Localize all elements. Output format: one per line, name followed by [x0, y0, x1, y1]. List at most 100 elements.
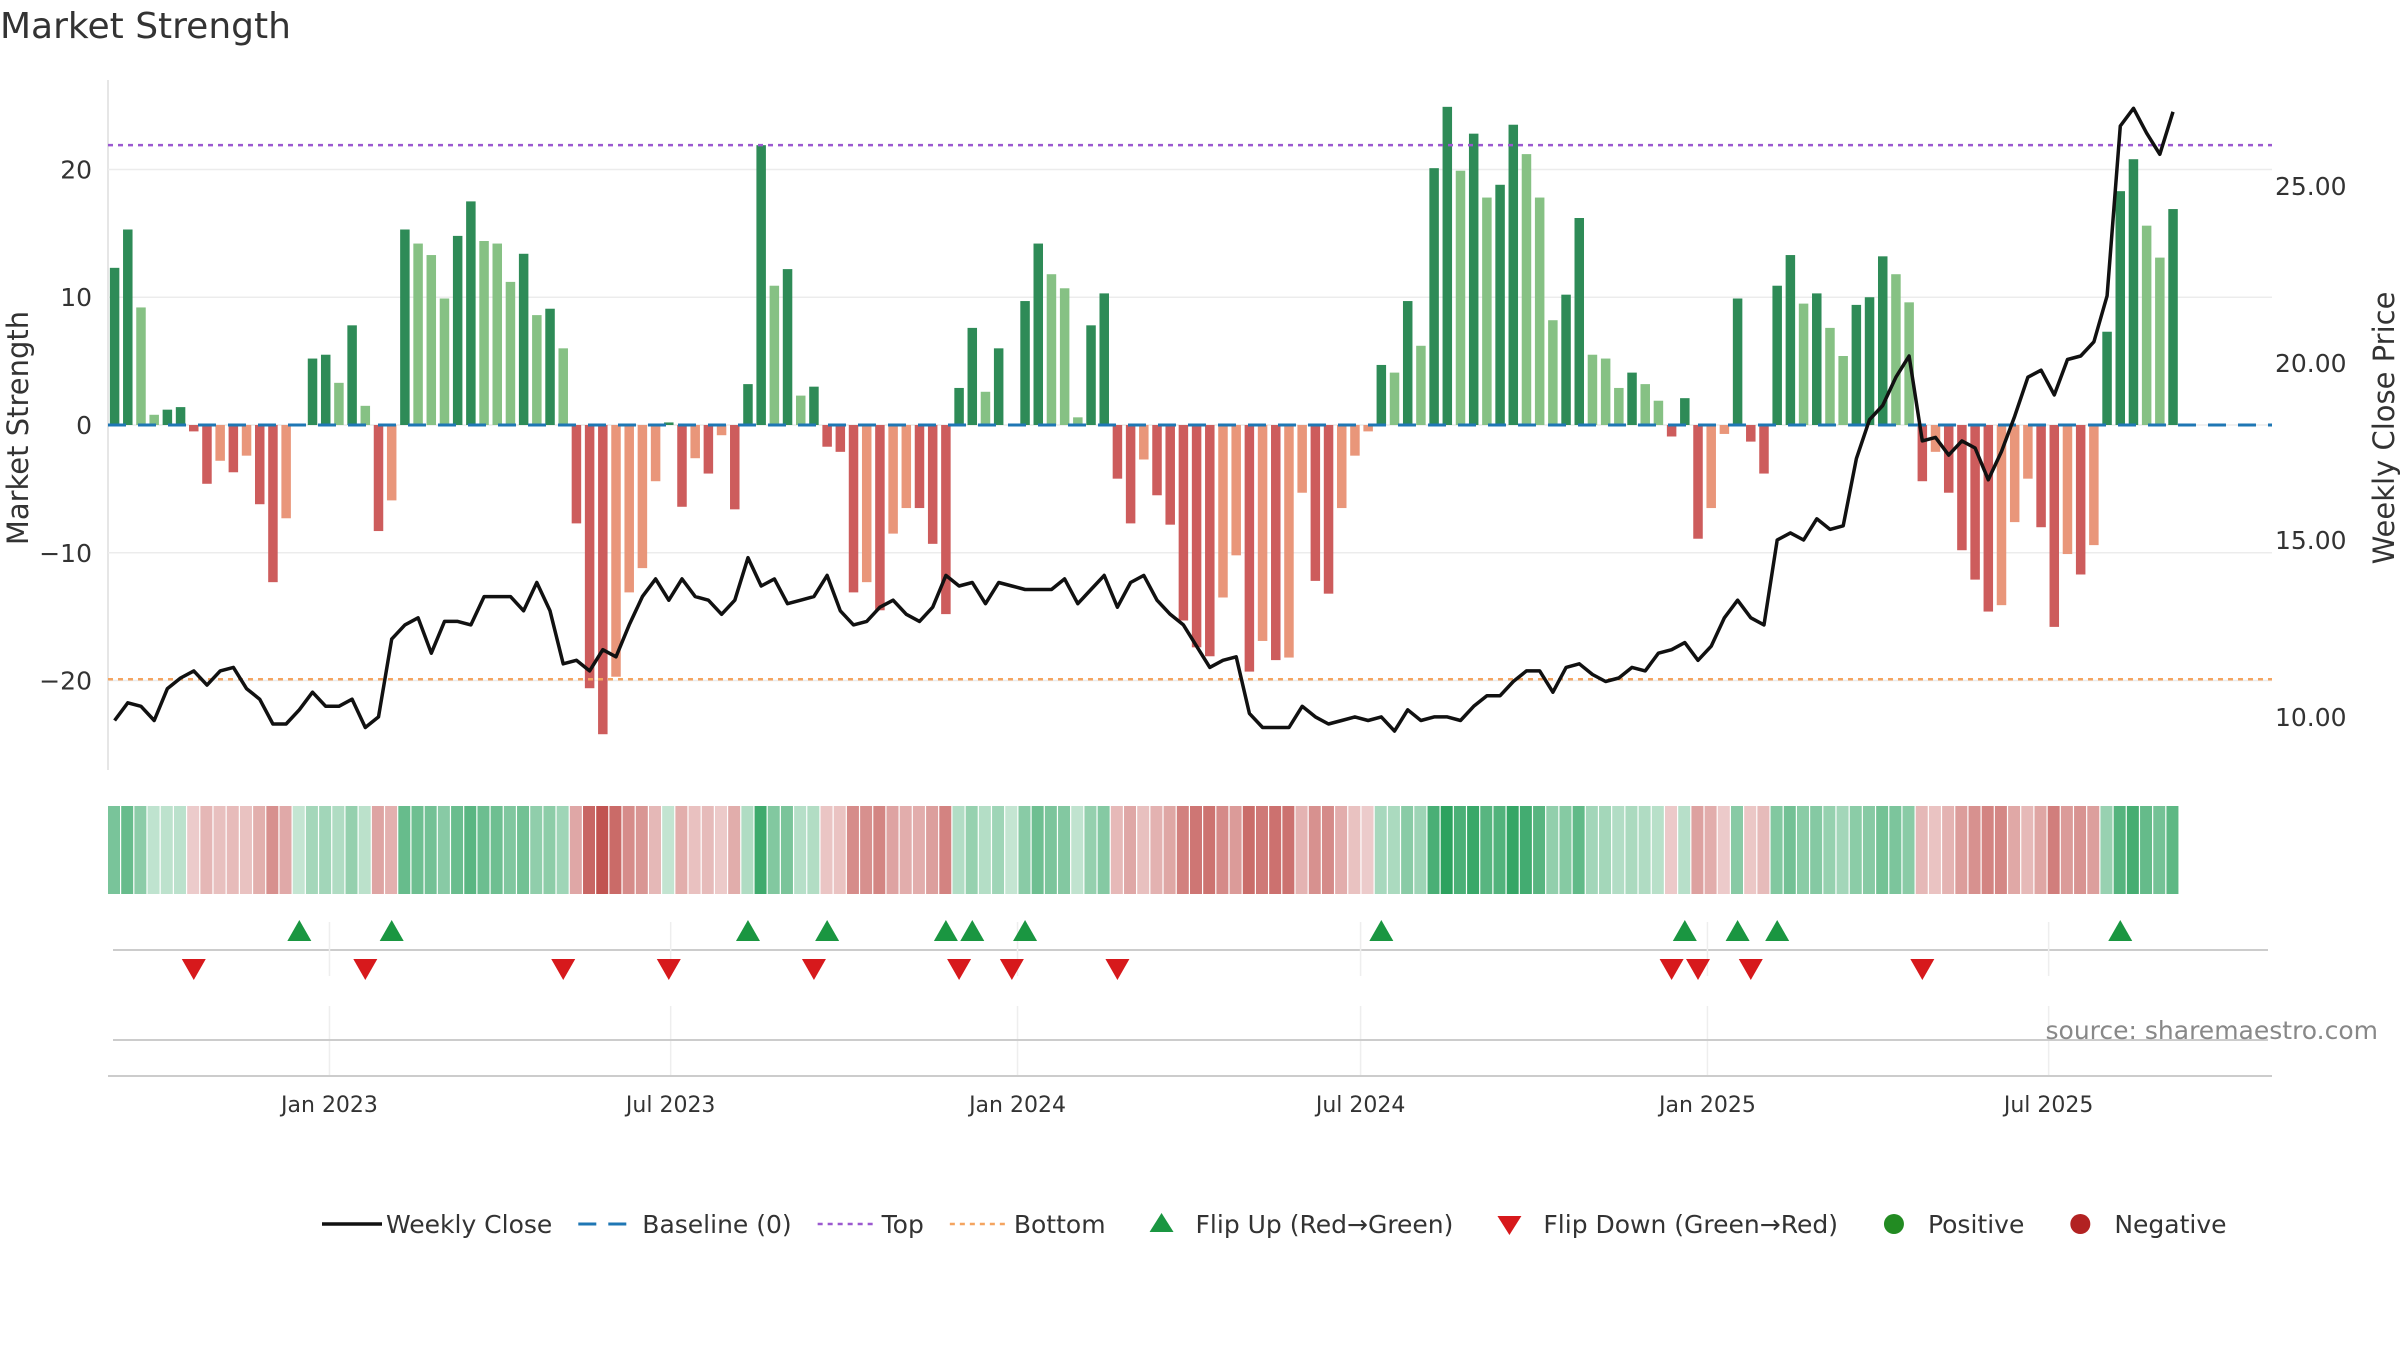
strip-cell — [1097, 806, 1110, 894]
strength-bar — [1020, 301, 1030, 425]
strip-cell — [1915, 806, 1928, 894]
strip-cell — [1902, 806, 1915, 894]
strength-bar — [532, 315, 542, 425]
strip-cell — [1427, 806, 1440, 894]
legend-label: Positive — [1928, 1210, 2024, 1239]
strip-cell — [860, 806, 873, 894]
flip-up-marker — [379, 920, 404, 941]
strength-bar — [2168, 209, 2178, 425]
strip-cell — [978, 806, 991, 894]
strength-bar — [1073, 417, 1083, 425]
strip-cell — [714, 806, 727, 894]
strength-bar — [637, 425, 648, 569]
strip-cell — [886, 806, 899, 894]
strip-cell — [1546, 806, 1559, 894]
flip-down-marker — [1738, 959, 1763, 980]
flip-up-marker — [2108, 920, 2133, 941]
strip-cell — [1691, 806, 1704, 894]
strip-cell — [1110, 806, 1123, 894]
strength-bar — [505, 281, 516, 425]
strip-cell — [543, 806, 556, 894]
flip-down-marker — [1686, 959, 1711, 980]
strength-bar — [545, 308, 555, 425]
strip-cell — [1190, 806, 1202, 894]
weekly-close-line — [113, 106, 2175, 733]
y2-tick-label: 10.00 — [2275, 703, 2347, 732]
strip-cell — [2074, 806, 2087, 894]
strength-bar — [1482, 197, 1492, 425]
strength-bar — [795, 395, 806, 425]
strip-cell — [1321, 806, 1334, 894]
strength-bar — [175, 407, 186, 425]
strip-cell — [649, 806, 661, 894]
strip-cell — [2100, 806, 2113, 894]
strip-cell — [160, 806, 173, 894]
strip-cell — [1876, 806, 1889, 894]
strength-bar — [1165, 425, 1175, 525]
strength-bar — [1152, 425, 1162, 496]
flip-down-marker — [801, 959, 826, 980]
strip-cell — [517, 806, 530, 894]
flip-down-marker — [181, 959, 206, 980]
strength-bar — [624, 425, 634, 593]
strength-bar — [1891, 274, 1901, 425]
strip-cell — [1361, 806, 1374, 894]
strip-cell — [477, 806, 490, 894]
strength-bar — [452, 235, 463, 425]
strip-cell — [319, 806, 332, 894]
strength-bar — [360, 405, 371, 425]
strength-bar — [228, 425, 239, 473]
flip-up-marker — [1369, 920, 1394, 941]
strip-cell — [411, 806, 424, 894]
strength-bar — [1970, 425, 1980, 580]
flip-down-marker — [551, 959, 576, 980]
strength-bar — [782, 269, 793, 425]
strip-cell — [1968, 806, 1981, 894]
strip-cell — [1493, 806, 1506, 894]
strip-cell — [1203, 806, 1216, 894]
flip-up-marker — [1013, 920, 1038, 941]
x-axis-ticks: Jan 2023 Jul 2023 Jan 2024 Jul 2024 Jan 2025… — [279, 1093, 2093, 1118]
strength-bar — [2102, 331, 2112, 425]
strip-cell — [1612, 806, 1625, 894]
strength-bar — [1059, 288, 1070, 425]
strength-bar — [320, 354, 331, 425]
strength-bar — [1350, 425, 1360, 456]
flip-down-marker — [947, 959, 972, 980]
main-plot-area: −20 −10 0 10 20 10.00 15.00 20.00 25.00 Market … — [1, 80, 2400, 770]
strip-cell — [1823, 806, 1836, 894]
y-axis-ticks: −20 −10 0 10 20 — [39, 155, 92, 695]
flip-down-marker — [999, 959, 1024, 980]
x-tick-label: Jul 2024 — [1314, 1093, 1406, 1118]
strength-bar — [1363, 425, 1373, 432]
strip-cell — [1717, 806, 1730, 894]
strip-cell — [1928, 806, 1941, 894]
strip-cell — [1744, 806, 1757, 894]
strength-bar — [611, 425, 621, 677]
strip-cell — [583, 806, 596, 894]
strength-bar — [1864, 297, 1875, 425]
strength-bar — [1442, 106, 1453, 425]
strip-cell — [1124, 806, 1137, 894]
strip-cell — [965, 806, 978, 894]
strength-bar — [123, 229, 133, 425]
strength-bar — [1746, 425, 1756, 442]
strip-cell — [1031, 806, 1044, 894]
y-tick-label: −20 — [39, 667, 92, 696]
strip-cell — [1981, 806, 1994, 894]
strip-cell — [1242, 806, 1255, 894]
legend-label: Baseline (0) — [642, 1210, 791, 1239]
strength-bar — [1310, 425, 1321, 581]
strip-cell — [147, 806, 160, 894]
strip-cell — [385, 806, 398, 894]
flip-down-marker — [656, 959, 681, 980]
strip-cell — [899, 806, 912, 894]
strip-cell — [767, 806, 780, 894]
strength-bar — [690, 425, 700, 459]
strength-bar — [2023, 425, 2033, 479]
strength-bar — [2128, 159, 2139, 425]
strip-cell — [1282, 806, 1295, 894]
strength-bar — [650, 425, 661, 482]
flip-down-marker — [353, 959, 378, 980]
strip-cell — [253, 806, 266, 894]
